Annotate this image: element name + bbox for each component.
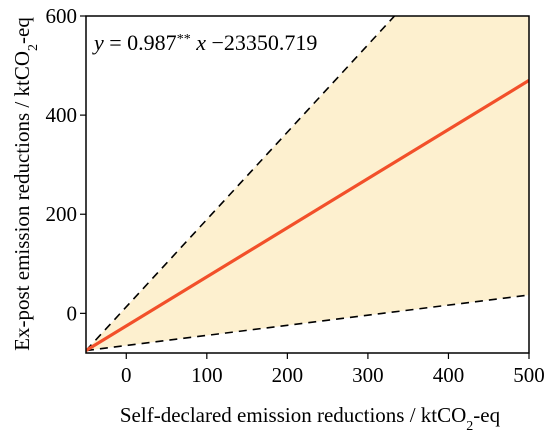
equation-intercept: −23350.719 [206,30,317,55]
x-tick-label: 100 [191,363,223,387]
y-tick-label: 600 [46,4,78,28]
plot-frame [85,15,530,354]
confidence-band [86,16,529,351]
x-axis-label: Self-declared emission reductions / ktCO… [120,403,501,434]
x-tick-label: 0 [121,363,132,387]
axis-ticks: 0 100 200 300 400 500 0 200 400 600 [46,4,545,387]
fit-line [86,79,529,352]
equation-stars: ** [177,32,191,47]
y-tick-label: 200 [46,202,78,226]
lower-bound-line [86,294,529,352]
y-tick-label: 0 [67,301,78,325]
regression-equation: y = 0.987** x −23350.719 [92,30,317,55]
equation-coef: = 0.987 [104,30,177,55]
x-tick-label: 200 [272,363,304,387]
x-tick-label: 400 [433,363,465,387]
equation-x-var: x [191,30,207,55]
upper-bound-line [86,16,396,352]
x-tick-label: 300 [352,363,384,387]
x-tick-label: 500 [513,363,545,387]
plot-area [86,16,529,352]
y-axis-label: Ex-post emission reductions / ktCO2-eq [10,17,41,351]
equation-y-var: y [92,30,104,55]
y-tick-label: 400 [46,103,78,127]
